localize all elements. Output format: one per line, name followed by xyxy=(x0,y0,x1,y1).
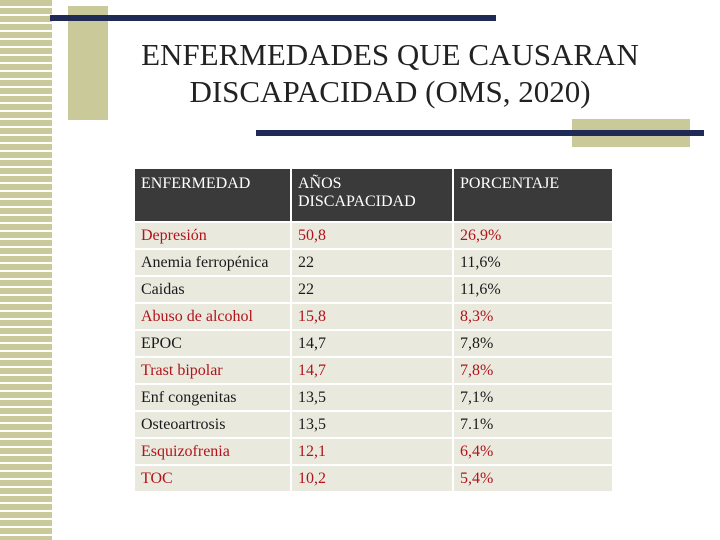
cell-years: 14,7 xyxy=(292,331,452,356)
cell-years: 10,2 xyxy=(292,466,452,491)
top-olive-block xyxy=(68,6,108,120)
disability-table: ENFERMEDAD AÑOS DISCAPACIDAD PORCENTAJE … xyxy=(133,167,614,493)
cell-years: 12,1 xyxy=(292,439,452,464)
cell-percent: 8,3% xyxy=(454,304,612,329)
cell-years: 14,7 xyxy=(292,358,452,383)
cell-disease: TOC xyxy=(135,466,290,491)
table-row: Depresión 50,8 26,9% xyxy=(135,223,612,248)
cell-disease: Caidas xyxy=(135,277,290,302)
cell-percent: 7,1% xyxy=(454,385,612,410)
cell-disease: Trast bipolar xyxy=(135,358,290,383)
header-years: AÑOS DISCAPACIDAD xyxy=(292,169,452,221)
table-row: Enf congenitas 13,5 7,1% xyxy=(135,385,612,410)
table-row: TOC 10,2 5,4% xyxy=(135,466,612,491)
cell-disease: Enf congenitas xyxy=(135,385,290,410)
title-line-2: DISCAPACIDAD (OMS, 2020) xyxy=(189,74,591,109)
cell-percent: 7.1% xyxy=(454,412,612,437)
cell-disease: Osteoartrosis xyxy=(135,412,290,437)
cell-disease: Anemia ferropénica xyxy=(135,250,290,275)
cell-percent: 26,9% xyxy=(454,223,612,248)
cell-disease: EPOC xyxy=(135,331,290,356)
table-header-row: ENFERMEDAD AÑOS DISCAPACIDAD PORCENTAJE xyxy=(135,169,612,221)
cell-percent: 5,4% xyxy=(454,466,612,491)
table-row: EPOC 14,7 7,8% xyxy=(135,331,612,356)
cell-years: 50,8 xyxy=(292,223,452,248)
cell-percent: 7,8% xyxy=(454,331,612,356)
table-row: Trast bipolar 14,7 7,8% xyxy=(135,358,612,383)
cell-years: 22 xyxy=(292,277,452,302)
table-row: Anemia ferropénica 22 11,6% xyxy=(135,250,612,275)
cell-disease: Abuso de alcohol xyxy=(135,304,290,329)
cell-years: 15,8 xyxy=(292,304,452,329)
cell-years: 13,5 xyxy=(292,385,452,410)
table-row: Osteoartrosis 13,5 7.1% xyxy=(135,412,612,437)
table-row: Abuso de alcohol 15,8 8,3% xyxy=(135,304,612,329)
table-row: Esquizofrenia 12,1 6,4% xyxy=(135,439,612,464)
header-percent: PORCENTAJE xyxy=(454,169,612,221)
slide-title: ENFERMEDADES QUE CAUSARAN DISCAPACIDAD (… xyxy=(110,36,670,110)
cell-disease: Esquizofrenia xyxy=(135,439,290,464)
cell-percent: 6,4% xyxy=(454,439,612,464)
table-row: Caidas 22 11,6% xyxy=(135,277,612,302)
top-navy-rule xyxy=(50,15,496,21)
left-striped-border xyxy=(0,0,52,540)
cell-years: 22 xyxy=(292,250,452,275)
header-disease: ENFERMEDAD xyxy=(135,169,290,221)
cell-years: 13,5 xyxy=(292,412,452,437)
cell-percent: 7,8% xyxy=(454,358,612,383)
cell-disease: Depresión xyxy=(135,223,290,248)
cell-percent: 11,6% xyxy=(454,250,612,275)
cell-percent: 11,6% xyxy=(454,277,612,302)
title-line-1: ENFERMEDADES QUE CAUSARAN xyxy=(141,37,639,72)
bottom-navy-rule xyxy=(256,130,704,136)
